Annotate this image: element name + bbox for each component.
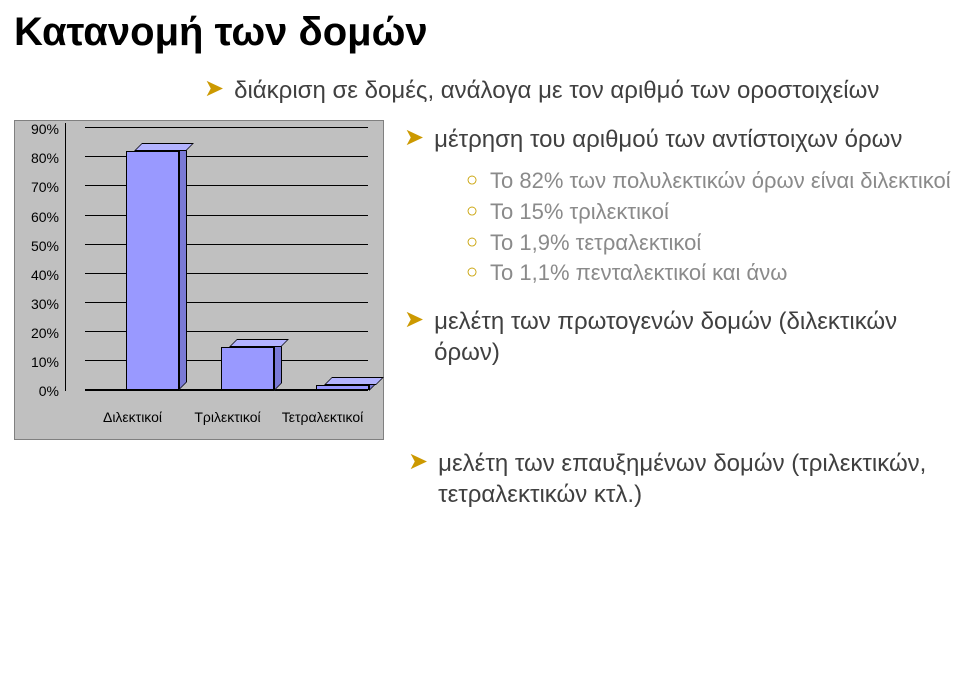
chart-plot: 0%10%20%30%40%50%60%70%80%90% xyxy=(65,131,368,391)
sub-bullet-item: ○Το 1,9% τετραλεκτικοί xyxy=(466,229,960,258)
sub-bullet-text: Το 1,9% τετραλεκτικοί xyxy=(490,229,701,258)
chart-y-tick-label: 90% xyxy=(19,121,59,137)
chart-y-tick-label: 50% xyxy=(19,238,59,254)
chart-y-tick-label: 60% xyxy=(19,209,59,225)
chart-x-tick-label: Τετραλεκτικοί xyxy=(282,409,363,425)
bullet-item: ➤ μελέτη των πρωτογενών δομών (διλεκτικώ… xyxy=(404,306,960,368)
chart-y-tick-label: 70% xyxy=(19,179,59,195)
circle-icon: ○ xyxy=(466,259,490,286)
chart-bar-top xyxy=(324,377,384,385)
chart-bar-top xyxy=(134,143,194,151)
sub-bullet-text: Το 15% τριλεκτικοί xyxy=(490,198,669,227)
bullet-text: μελέτη των επαυξημένων δομών (τριλεκτικώ… xyxy=(438,448,960,510)
arrow-right-icon: ➤ xyxy=(408,448,428,477)
chart-bar-top xyxy=(229,339,289,347)
circle-icon: ○ xyxy=(466,229,490,256)
bottom-bullets: ➤ μελέτη των επαυξημένων δομών (τριλεκτι… xyxy=(408,448,960,510)
bullet-text: διάκριση σε δομές, ανάλογα με τον αριθμό… xyxy=(234,75,879,106)
sub-bullet-list: ○Το 82% των πολυλεκτικών όρων είναι διλε… xyxy=(466,167,960,287)
chart-bar xyxy=(126,151,178,390)
sub-bullet-text: Το 1,1% πενταλεκτικοί και άνω xyxy=(490,259,787,288)
chart-x-tick-label: Τριλεκτικοί xyxy=(194,409,260,425)
bar-chart: 0%10%20%30%40%50%60%70%80%90% Διλεκτικοί… xyxy=(14,120,384,440)
arrow-right-icon: ➤ xyxy=(404,306,424,335)
right-column: ➤ μέτρηση του αριθμού των αντίστοιχων όρ… xyxy=(404,120,960,374)
top-bullet-area: ➤ διάκριση σε δομές, ανάλογα με τον αριθ… xyxy=(204,75,960,106)
chart-wall xyxy=(85,131,368,391)
chart-y-tick-label: 80% xyxy=(19,150,59,166)
chart-y-tick-label: 30% xyxy=(19,296,59,312)
bullet-text: μελέτη των πρωτογενών δομών (διλεκτικών … xyxy=(434,306,960,368)
sub-bullet-text: Το 82% των πολυλεκτικών όρων είναι διλεκ… xyxy=(490,167,951,196)
page-title: Κατανομή των δομών xyxy=(14,10,960,55)
bullet-item: ➤ μέτρηση του αριθμού των αντίστοιχων όρ… xyxy=(404,124,960,155)
chart-bar xyxy=(316,385,368,391)
slide: Κατανομή των δομών ➤ διάκριση σε δομές, … xyxy=(0,0,960,691)
chart-bar-face xyxy=(221,347,273,391)
bullet-item: ➤ μελέτη των επαυξημένων δομών (τριλεκτι… xyxy=(408,448,960,510)
chart-y-tick-label: 0% xyxy=(19,383,59,399)
sub-bullet-item: ○Το 1,1% πενταλεκτικοί και άνω xyxy=(466,259,960,288)
chart-bar-face xyxy=(126,151,178,390)
chart-y-tick-label: 40% xyxy=(19,267,59,283)
chart-bar xyxy=(221,347,273,391)
chart-axis-left xyxy=(65,123,85,391)
chart-gridline xyxy=(85,127,368,128)
bullet-text: μέτρηση του αριθμού των αντίστοιχων όρων xyxy=(434,124,902,155)
main-row: 0%10%20%30%40%50%60%70%80%90% Διλεκτικοί… xyxy=(14,120,960,440)
arrow-right-icon: ➤ xyxy=(204,75,224,104)
chart-x-tick-label: Διλεκτικοί xyxy=(103,409,162,425)
arrow-right-icon: ➤ xyxy=(404,124,424,153)
bullet-item: ➤ διάκριση σε δομές, ανάλογα με τον αριθ… xyxy=(204,75,960,106)
sub-bullet-item: ○Το 15% τριλεκτικοί xyxy=(466,198,960,227)
chart-bar-face xyxy=(316,385,368,391)
circle-icon: ○ xyxy=(466,198,490,225)
circle-icon: ○ xyxy=(466,167,490,194)
sub-bullet-item: ○Το 82% των πολυλεκτικών όρων είναι διλε… xyxy=(466,167,960,196)
chart-y-tick-label: 20% xyxy=(19,325,59,341)
chart-y-tick-label: 10% xyxy=(19,354,59,370)
chart-bar-side xyxy=(179,143,187,390)
